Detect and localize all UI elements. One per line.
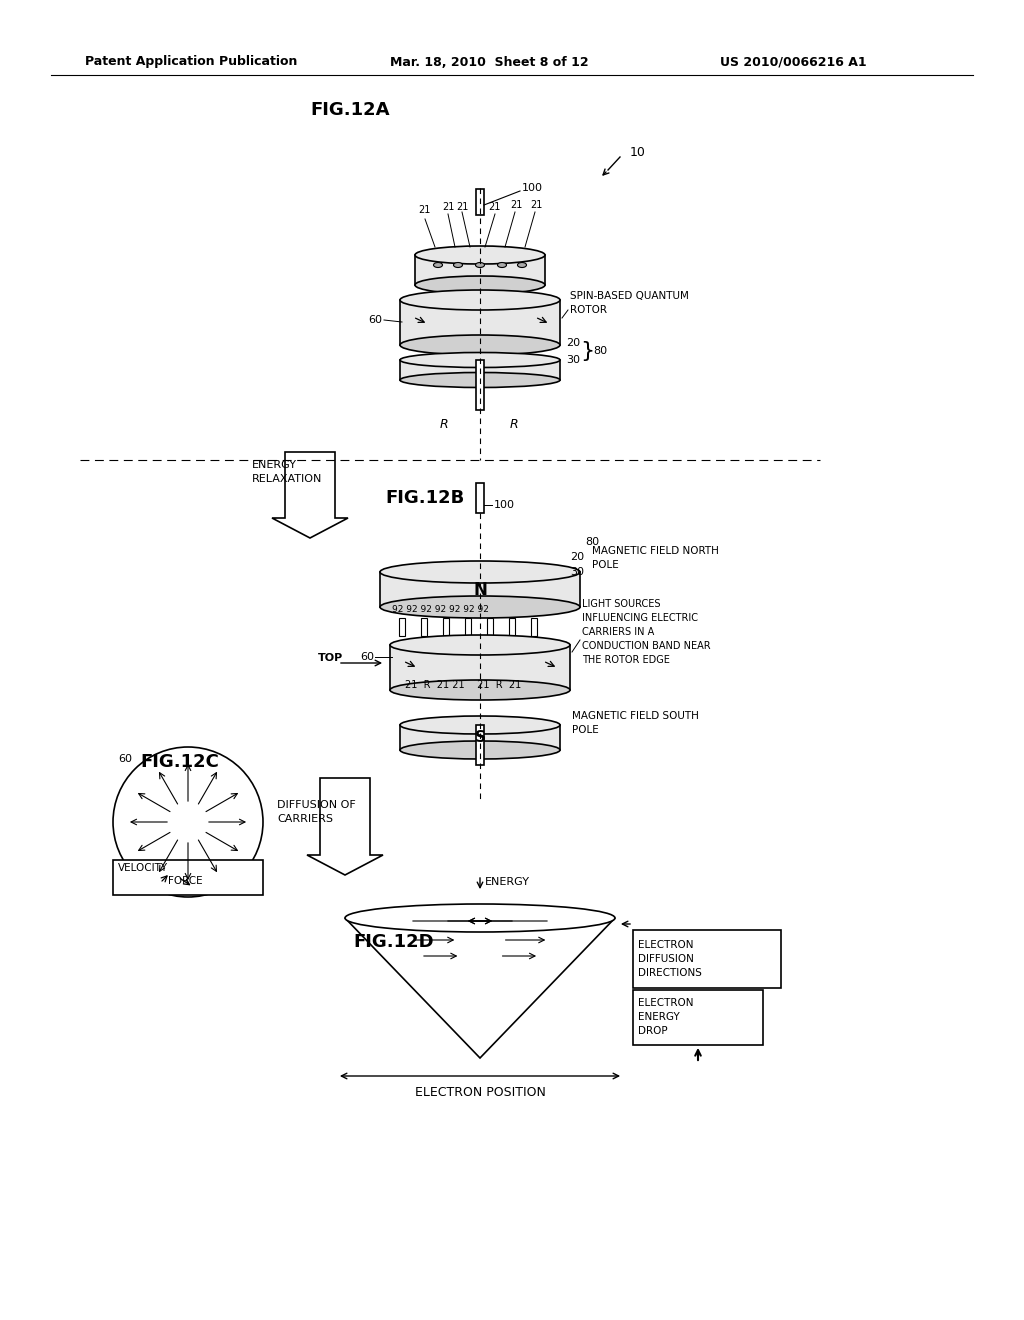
Ellipse shape [415,246,545,264]
Ellipse shape [400,372,560,388]
Text: ELECTRON
ENERGY
DROP: ELECTRON ENERGY DROP [638,998,693,1036]
Ellipse shape [400,290,560,310]
Text: 100: 100 [522,183,543,193]
FancyBboxPatch shape [487,618,493,636]
FancyBboxPatch shape [390,645,570,690]
FancyBboxPatch shape [509,618,515,636]
Text: 21  R  21 21    21  R  21: 21 R 21 21 21 R 21 [406,680,521,690]
Text: ENERGY: ENERGY [485,876,530,887]
Text: Patent Application Publication: Patent Application Publication [85,55,297,69]
Text: FIG.12D: FIG.12D [353,933,433,950]
Text: S: S [474,730,485,746]
Ellipse shape [498,263,507,268]
Ellipse shape [345,904,615,932]
Ellipse shape [517,263,526,268]
Text: 20: 20 [566,338,581,348]
Text: 30: 30 [570,568,584,577]
Text: DIFFUSION OF
CARRIERS: DIFFUSION OF CARRIERS [278,800,355,824]
FancyBboxPatch shape [380,572,580,607]
Text: MAGNETIC FIELD SOUTH
POLE: MAGNETIC FIELD SOUTH POLE [572,711,698,735]
Ellipse shape [400,335,560,355]
Text: Mar. 18, 2010  Sheet 8 of 12: Mar. 18, 2010 Sheet 8 of 12 [390,55,589,69]
Text: 80: 80 [593,346,607,356]
FancyBboxPatch shape [399,618,406,636]
Text: 21: 21 [530,201,543,210]
FancyBboxPatch shape [421,618,427,636]
Polygon shape [272,451,348,539]
FancyBboxPatch shape [633,990,763,1045]
Circle shape [113,747,263,898]
Text: FIG.12C: FIG.12C [140,752,219,771]
FancyBboxPatch shape [633,931,781,987]
Ellipse shape [475,263,484,268]
Text: R: R [510,418,518,432]
Text: VELOCITY: VELOCITY [118,863,168,873]
Text: US 2010/0066216 A1: US 2010/0066216 A1 [720,55,866,69]
Text: ELECTRON POSITION: ELECTRON POSITION [415,1086,546,1100]
Ellipse shape [380,597,580,618]
Text: 100: 100 [494,500,515,510]
Text: FORCE: FORCE [168,876,203,886]
Text: ENERGY
RELAXATION: ENERGY RELAXATION [252,459,323,484]
FancyBboxPatch shape [476,360,484,411]
FancyBboxPatch shape [400,300,560,345]
FancyBboxPatch shape [476,189,484,215]
Ellipse shape [400,715,560,734]
Text: 60: 60 [368,315,382,325]
Text: 80: 80 [585,537,599,546]
Text: 20: 20 [570,552,584,562]
Text: LIGHT SOURCES
INFLUENCING ELECTRIC
CARRIERS IN A
CONDUCTION BAND NEAR
THE ROTOR : LIGHT SOURCES INFLUENCING ELECTRIC CARRI… [582,599,711,665]
Ellipse shape [454,263,463,268]
Ellipse shape [380,561,580,583]
Text: ELECTRON
DIFFUSION
DIRECTIONS: ELECTRON DIFFUSION DIRECTIONS [638,940,701,978]
Ellipse shape [390,680,570,700]
FancyBboxPatch shape [443,618,449,636]
Text: }: } [580,341,594,360]
Text: 21: 21 [442,202,455,213]
Ellipse shape [390,635,570,655]
FancyBboxPatch shape [400,360,560,380]
FancyBboxPatch shape [400,725,560,750]
Ellipse shape [400,352,560,367]
FancyBboxPatch shape [113,861,263,895]
Ellipse shape [433,263,442,268]
Text: R: R [440,418,449,432]
Text: MAGNETIC FIELD NORTH
POLE: MAGNETIC FIELD NORTH POLE [592,546,719,570]
Text: N: N [473,581,487,599]
Text: FIG.12A: FIG.12A [310,102,389,119]
Text: SPIN-BASED QUANTUM
ROTOR: SPIN-BASED QUANTUM ROTOR [570,290,689,315]
Text: 21: 21 [456,202,468,213]
Text: FIG.12B: FIG.12B [385,488,464,507]
Text: 21: 21 [488,202,501,213]
Text: 30: 30 [566,355,580,366]
Text: 60: 60 [118,754,132,764]
Text: 10: 10 [630,145,646,158]
Text: 60: 60 [360,652,374,663]
Text: 21: 21 [510,201,522,210]
Polygon shape [345,917,615,1059]
Ellipse shape [415,276,545,294]
FancyBboxPatch shape [465,618,471,636]
Ellipse shape [400,741,560,759]
Text: TOP: TOP [318,653,343,663]
Polygon shape [307,777,383,875]
FancyBboxPatch shape [531,618,537,636]
Text: 21: 21 [418,205,430,215]
FancyBboxPatch shape [476,483,484,513]
FancyBboxPatch shape [415,255,545,285]
FancyBboxPatch shape [476,725,484,766]
Text: 92 92 92 92 92 92 92: 92 92 92 92 92 92 92 [392,606,488,615]
